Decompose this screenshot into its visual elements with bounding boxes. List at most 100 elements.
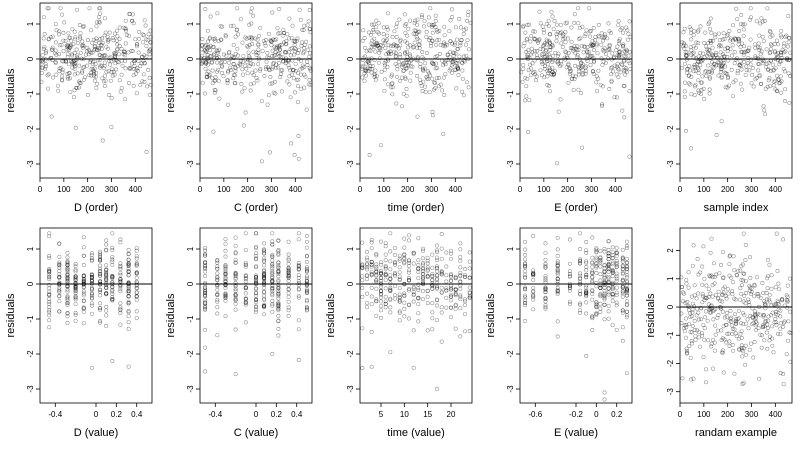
- data-point: [598, 285, 603, 290]
- data-point: [418, 64, 423, 69]
- data-point: [374, 41, 379, 46]
- data-point: [627, 19, 632, 24]
- data-point: [95, 48, 100, 52]
- data-point: [50, 34, 55, 39]
- data-point: [773, 303, 778, 308]
- data-point: [68, 45, 73, 50]
- data-point: [787, 276, 792, 281]
- data-point: [215, 333, 220, 338]
- data-point: [390, 85, 395, 90]
- data-point: [126, 258, 131, 263]
- data-point: [717, 60, 722, 65]
- data-point: [430, 310, 435, 315]
- data-point: [97, 52, 102, 57]
- data-point: [104, 285, 109, 290]
- data-point: [89, 251, 94, 256]
- data-point: [65, 301, 70, 305]
- data-point: [203, 307, 208, 312]
- data-point: [360, 285, 365, 290]
- data-point: [206, 44, 211, 49]
- data-point: [547, 32, 552, 37]
- data-point: [254, 264, 258, 269]
- data-point: [73, 267, 78, 272]
- data-point: [748, 276, 753, 280]
- data-point: [600, 62, 605, 67]
- data-point: [681, 41, 686, 46]
- data-point: [712, 340, 717, 345]
- data-point: [590, 316, 595, 321]
- data-point: [410, 64, 415, 69]
- data-point: [53, 60, 58, 64]
- x-tick-label: 200: [401, 185, 415, 194]
- data-point: [590, 235, 595, 240]
- data-point: [233, 260, 238, 265]
- data-point: [365, 291, 369, 296]
- data-point: [555, 285, 560, 290]
- data-point: [742, 293, 747, 298]
- x-tick-label: 400: [769, 185, 783, 194]
- data-point: [286, 308, 291, 313]
- y-tick-label: -2: [666, 125, 675, 133]
- data-point: [590, 289, 595, 294]
- data-point: [760, 34, 765, 39]
- data-point: [232, 81, 237, 86]
- data-point: [104, 271, 109, 276]
- data-point: [448, 18, 453, 23]
- data-point: [695, 62, 700, 66]
- data-point: [610, 287, 615, 292]
- data-point: [449, 278, 453, 283]
- data-point: [708, 306, 713, 311]
- y-tick-label: 0: [666, 304, 675, 309]
- data-point: [541, 43, 546, 48]
- data-point: [421, 246, 425, 251]
- data-point: [611, 69, 615, 74]
- data-point: [749, 57, 754, 62]
- data-point: [576, 6, 580, 11]
- x-axis-title: randam example: [695, 427, 777, 439]
- data-point: [47, 299, 52, 304]
- data-point: [578, 308, 583, 313]
- data-point: [694, 313, 699, 318]
- data-point: [134, 270, 139, 275]
- data-point: [624, 47, 629, 52]
- data-point: [739, 343, 744, 348]
- data-point: [262, 74, 267, 78]
- data-point: [276, 278, 281, 283]
- data-point: [435, 29, 440, 34]
- data-point: [216, 78, 221, 83]
- data-point: [610, 51, 615, 56]
- data-point: [97, 19, 102, 24]
- data-point: [543, 286, 548, 291]
- data-point: [57, 282, 62, 287]
- data-point: [211, 37, 216, 41]
- data-point: [704, 53, 709, 58]
- data-point: [683, 301, 688, 305]
- data-point: [430, 38, 435, 43]
- data-point: [703, 69, 708, 74]
- data-point: [467, 295, 472, 300]
- data-point: [624, 264, 629, 269]
- data-point: [682, 329, 687, 334]
- data-point: [276, 260, 281, 265]
- data-point: [203, 289, 208, 294]
- data-point: [223, 271, 228, 276]
- data-point: [126, 294, 131, 299]
- data-point: [360, 38, 365, 43]
- plot-frame: [519, 2, 633, 179]
- data-point: [525, 36, 530, 41]
- data-point: [770, 310, 775, 315]
- data-point: [81, 309, 86, 314]
- data-point: [69, 38, 73, 43]
- data-point: [360, 57, 365, 62]
- data-point: [272, 44, 277, 49]
- data-point: [620, 256, 625, 261]
- data-point: [428, 6, 433, 11]
- data-point: [401, 68, 406, 73]
- data-point: [720, 350, 725, 355]
- data-point: [779, 79, 784, 84]
- data-point: [270, 242, 275, 247]
- data-point: [762, 303, 767, 308]
- data-point: [767, 299, 772, 304]
- data-point: [254, 297, 258, 302]
- data-point: [696, 70, 701, 75]
